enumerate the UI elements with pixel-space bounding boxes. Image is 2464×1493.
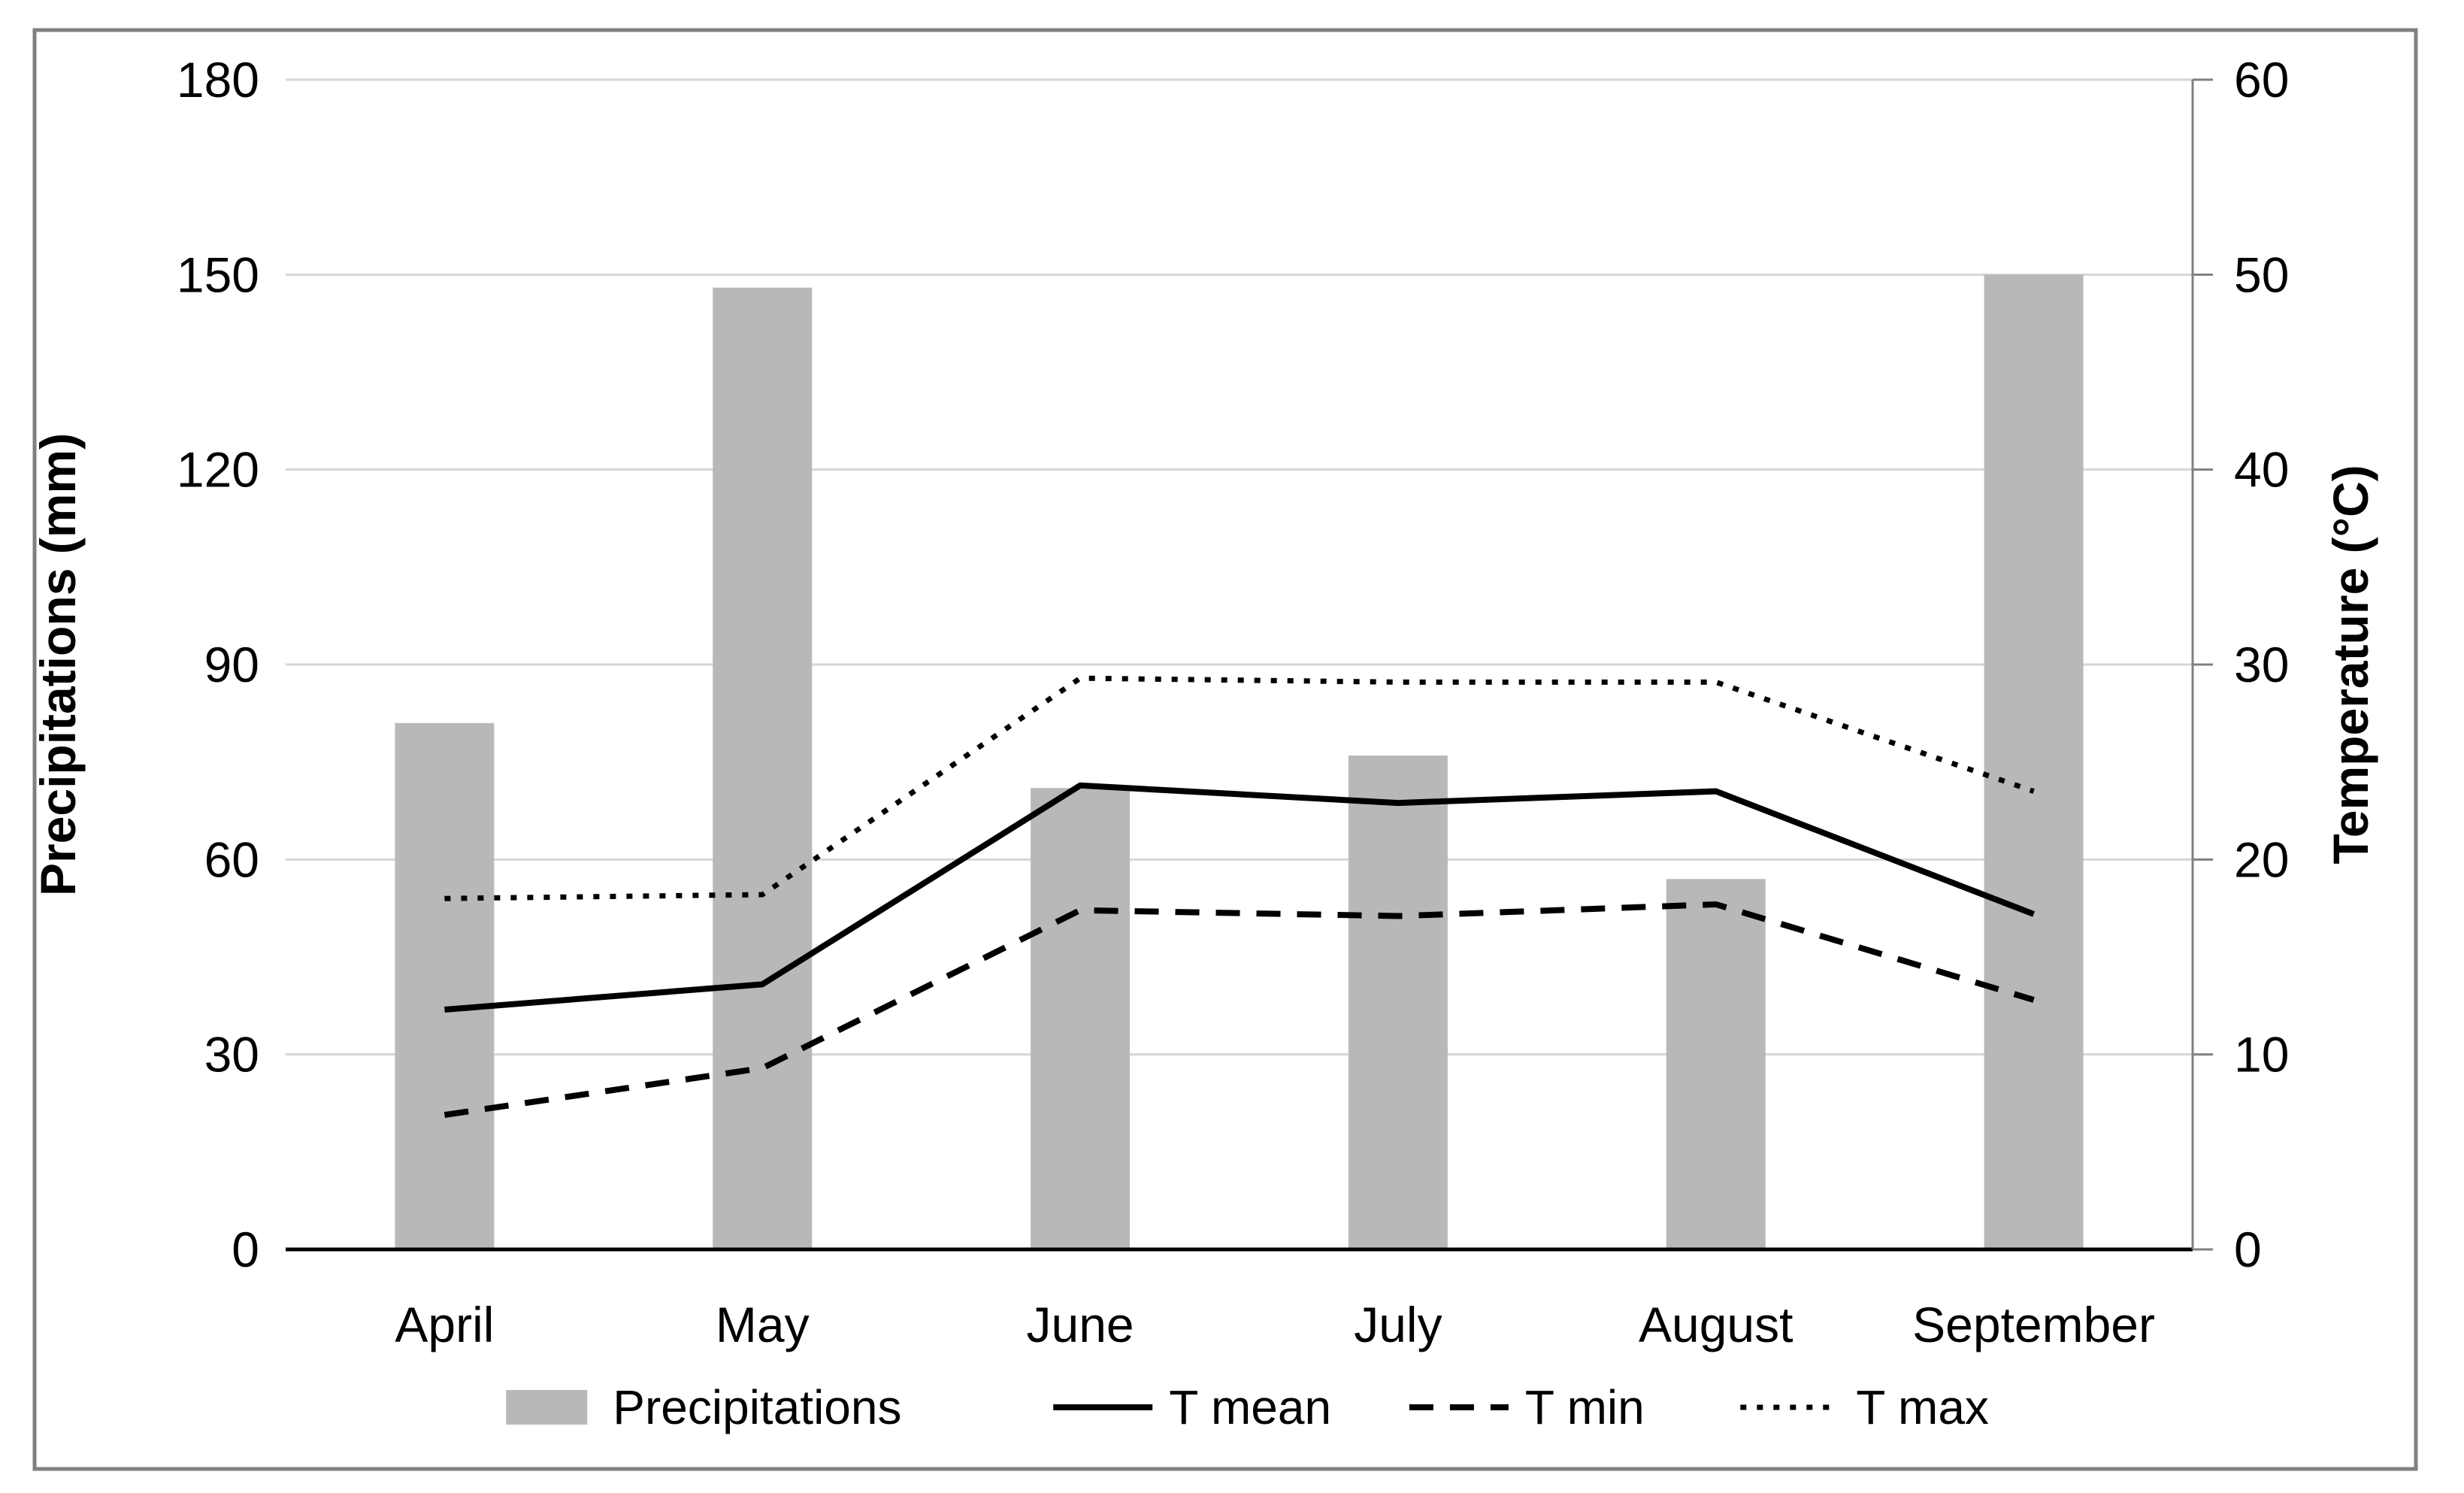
bars <box>395 274 2084 1250</box>
legend-label: T min <box>1525 1380 1645 1434</box>
left-tick-label: 0 <box>232 1222 259 1277</box>
category-label-june: June <box>1027 1297 1134 1352</box>
category-label-april: April <box>395 1297 494 1352</box>
left-tick-label: 60 <box>204 831 259 887</box>
right-tick-label: 30 <box>2234 637 2289 692</box>
right-axis <box>2191 78 2213 1251</box>
right-tick-label: 10 <box>2234 1027 2289 1083</box>
t-mean-line-group <box>444 782 2036 1013</box>
t-max-line <box>444 675 2035 901</box>
left-tick-label: 180 <box>177 52 259 108</box>
bar-june <box>1031 788 1131 1249</box>
category-label-july: July <box>1354 1297 1442 1352</box>
bar-july <box>1348 756 1448 1249</box>
legend-label: T max <box>1856 1380 1989 1434</box>
bar-august <box>1666 879 1766 1249</box>
t-max-line-group <box>444 675 2035 901</box>
right-tick-label: 40 <box>2234 442 2289 498</box>
left-tick-label: 120 <box>177 442 259 498</box>
legend-label: T mean <box>1169 1380 1331 1434</box>
t-min-line <box>443 901 2035 1119</box>
legend-item-t-mean: T mean <box>1053 1380 1331 1434</box>
legend-item-t-min: T min <box>1409 1380 1645 1434</box>
category-label-may: May <box>716 1297 810 1352</box>
legend-swatch-precipitations <box>506 1390 588 1425</box>
left-tick-label: 150 <box>177 247 259 302</box>
t-mean-line <box>444 782 2036 1013</box>
legend-item-t-max: T max <box>1740 1380 1989 1434</box>
category-label-august: August <box>1639 1297 1793 1352</box>
legend: Precipitations T mean T min T max <box>506 1380 1989 1434</box>
legend-item-precipitations: Precipitations <box>506 1380 901 1434</box>
right-axis-tick-labels: 60 50 40 30 20 10 0 <box>2234 52 2289 1277</box>
right-axis-title: Temperature (°C) <box>2323 465 2378 864</box>
right-tick-label: 20 <box>2234 831 2289 887</box>
legend-label: Precipitations <box>613 1380 901 1434</box>
category-label-september: September <box>1912 1297 2155 1352</box>
left-axis-tick-labels: 180 150 120 90 60 30 0 <box>177 52 259 1277</box>
x-axis-category-labels: April May June July August September <box>395 1297 2155 1352</box>
gridlines <box>286 78 2193 1056</box>
left-axis-title: Precipitations (mm) <box>30 433 86 896</box>
bar-april <box>395 722 495 1249</box>
bar-september <box>1984 274 2084 1249</box>
left-tick-label: 90 <box>204 637 259 692</box>
t-min-line-group <box>443 901 2035 1119</box>
bar-may <box>713 287 813 1250</box>
right-tick-label: 60 <box>2234 52 2289 108</box>
right-tick-label: 0 <box>2234 1222 2262 1277</box>
right-tick-label: 50 <box>2234 247 2289 302</box>
left-tick-label: 30 <box>204 1027 259 1083</box>
